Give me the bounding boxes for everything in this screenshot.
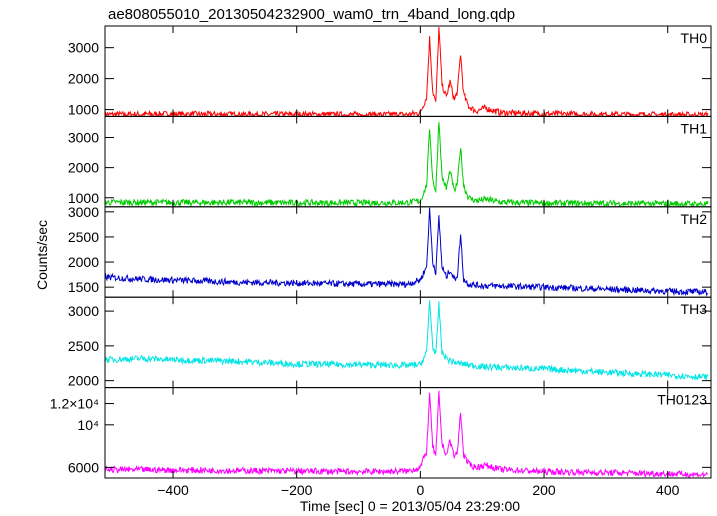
y-tick-label: 3000 (68, 129, 99, 145)
y-axis-label: Counts/sec (34, 220, 50, 290)
x-tick-label: −200 (281, 482, 313, 498)
x-tick-label: −400 (157, 482, 189, 498)
y-tick-label: 2000 (68, 160, 99, 176)
series-line-th3 (104, 300, 709, 381)
series-line-th0 (104, 26, 709, 118)
panel-frame (104, 387, 712, 479)
y-tick-label: 2500 (68, 229, 99, 245)
panel-label: TH0123 (657, 392, 707, 408)
y-tick-label: 2000 (68, 71, 99, 87)
y-tick-label: 10⁴ (77, 417, 99, 433)
y-tick-label: 1.2×10⁴ (50, 396, 99, 412)
y-tick-label: 3000 (68, 303, 99, 319)
x-tick-label: 0 (416, 482, 424, 498)
panel-th1: 1000 2000 3000 TH1 (68, 115, 712, 208)
x-tick-label: 200 (532, 482, 556, 498)
panel-th2: 1500 2000 2500 3000 TH2 (68, 204, 712, 298)
panel-frame (104, 25, 712, 117)
y-tick-label: 2500 (68, 338, 99, 354)
panels: 100020003000TH0100020003000TH11500200025… (50, 25, 712, 498)
panel-frame (104, 115, 712, 208)
series-line-th1 (104, 122, 709, 208)
panel-label: TH0 (681, 30, 708, 46)
x-tick-label: 400 (656, 482, 680, 498)
y-tick-label: 1000 (68, 102, 99, 118)
series-line-th2 (104, 207, 709, 297)
chart-title: ae808055010_20130504232900_wam0_trn_4ban… (108, 6, 515, 23)
panel-th0123: 6000 10⁴ 1.2×10⁴ TH0123 (50, 387, 712, 479)
panel-th3: 2000 2500 3000 TH3 (68, 296, 712, 389)
series-line-th0123 (104, 390, 708, 478)
panel-frame (104, 296, 712, 389)
y-tick-label: 2000 (68, 254, 99, 270)
panel-label: TH2 (681, 211, 708, 227)
y-tick-label: 1500 (68, 279, 99, 295)
panel-label: TH3 (681, 301, 708, 317)
y-tick-label: 6000 (68, 459, 99, 475)
panel-label: TH1 (681, 120, 708, 136)
y-tick-label: 3000 (68, 40, 99, 56)
panel-th0: 1000 2000 3000 TH0 (68, 25, 712, 118)
x-axis-label: Time [sec] 0 = 2013/05/04 23:29:00 (300, 498, 520, 514)
y-tick-label: 2000 (68, 373, 99, 389)
y-tick-label: 3000 (68, 204, 99, 220)
y-tick-label: 1000 (68, 190, 99, 206)
